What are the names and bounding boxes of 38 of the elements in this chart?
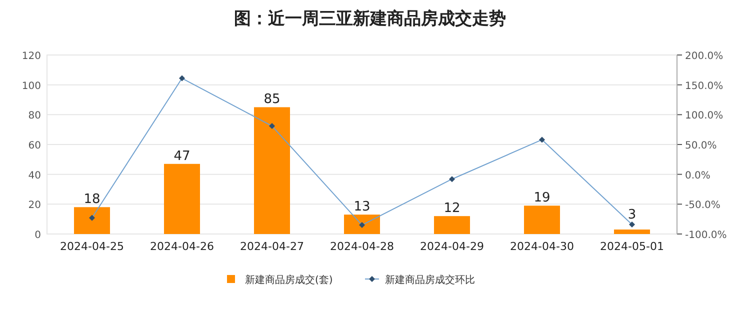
x-tick-label: 2024-04-26 [150,240,214,253]
y2-tick-label: -50.0% [685,200,720,212]
bar [74,207,110,234]
y2-tick-label: 0.0% [685,170,710,182]
x-tick-label: 2024-04-27 [240,240,304,253]
x-tick-label: 2024-04-25 [60,240,124,253]
y-tick-label: 100 [22,80,41,92]
y2-tick-label: 100.0% [685,110,724,122]
data-label: 3 [628,207,636,222]
data-label: 18 [84,192,100,208]
legend-label: 新建商品房成交环比 [385,274,475,286]
data-label: 12 [444,201,460,216]
data-label: 47 [174,148,190,164]
x-tick-label: 2024-04-29 [420,240,484,253]
bar [434,216,470,234]
data-label: 19 [534,190,550,206]
bar [254,107,290,234]
y2-tick-label: 200.0% [685,51,724,62]
bar [344,214,380,234]
y-tick-label: 40 [28,170,41,182]
bar [614,230,650,234]
x-tick-label: 2024-05-01 [600,240,664,253]
y-tick-label: 120 [22,51,41,62]
y-tick-label: 60 [28,140,41,152]
y2-tick-label: 150.0% [685,80,724,92]
x-tick-label: 2024-04-30 [510,240,574,253]
y2-tick-label: -100.0% [685,230,727,241]
chart-title: 图：近一周三亚新建商品房成交走势 [234,9,506,29]
data-label: 13 [354,200,370,215]
bar [164,164,200,234]
y2-tick-label: 50.0% [685,140,717,152]
y-tick-label: 80 [28,110,41,122]
y-tick-label: 0 [34,230,41,241]
bar [524,206,560,234]
data-label: 85 [264,92,280,108]
y-tick-label: 20 [28,200,41,212]
x-tick-label: 2024-04-28 [330,240,394,253]
legend-label: 新建商品房成交(套) [245,274,333,286]
